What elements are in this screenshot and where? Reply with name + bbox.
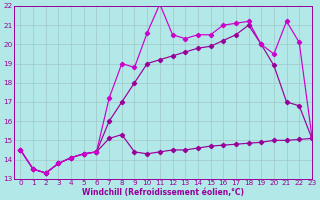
X-axis label: Windchill (Refroidissement éolien,°C): Windchill (Refroidissement éolien,°C) [82,188,244,197]
